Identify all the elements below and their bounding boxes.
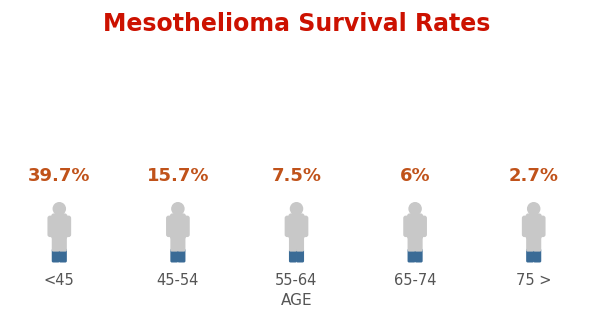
FancyBboxPatch shape [52,249,60,263]
FancyBboxPatch shape [536,216,546,237]
Circle shape [53,203,65,215]
FancyBboxPatch shape [170,235,178,252]
Circle shape [172,203,184,215]
FancyBboxPatch shape [285,216,294,237]
Circle shape [291,203,302,215]
FancyBboxPatch shape [296,235,304,252]
FancyBboxPatch shape [177,235,186,252]
FancyBboxPatch shape [180,216,190,237]
FancyBboxPatch shape [170,249,178,263]
FancyBboxPatch shape [407,235,416,252]
Text: <45: <45 [44,273,75,288]
Text: Mesothelioma Survival Rates: Mesothelioma Survival Rates [103,12,490,36]
FancyBboxPatch shape [533,235,541,252]
Circle shape [528,203,540,215]
FancyBboxPatch shape [52,235,60,252]
Text: 45-54: 45-54 [157,273,199,288]
Text: 2.7%: 2.7% [509,167,559,185]
FancyBboxPatch shape [170,213,186,239]
Text: 6%: 6% [400,167,431,185]
FancyBboxPatch shape [59,235,67,252]
FancyBboxPatch shape [526,249,534,263]
FancyBboxPatch shape [289,213,304,239]
FancyBboxPatch shape [299,216,308,237]
FancyBboxPatch shape [415,249,423,263]
FancyBboxPatch shape [177,249,186,263]
FancyBboxPatch shape [59,249,67,263]
FancyBboxPatch shape [289,249,297,263]
Text: 7.5%: 7.5% [272,167,321,185]
FancyBboxPatch shape [522,216,531,237]
FancyBboxPatch shape [289,235,297,252]
FancyBboxPatch shape [296,249,304,263]
Text: 39.7%: 39.7% [28,167,91,185]
FancyBboxPatch shape [526,213,541,239]
FancyBboxPatch shape [417,216,427,237]
Text: AGE: AGE [280,293,313,308]
FancyBboxPatch shape [403,216,413,237]
Circle shape [409,203,421,215]
FancyBboxPatch shape [47,216,57,237]
Text: 75 >: 75 > [516,273,551,288]
FancyBboxPatch shape [407,249,416,263]
FancyBboxPatch shape [533,249,541,263]
FancyBboxPatch shape [166,216,176,237]
Text: 55-64: 55-64 [275,273,318,288]
FancyBboxPatch shape [407,213,423,239]
FancyBboxPatch shape [52,213,67,239]
FancyBboxPatch shape [415,235,423,252]
FancyBboxPatch shape [62,216,71,237]
FancyBboxPatch shape [526,235,534,252]
Text: 15.7%: 15.7% [146,167,209,185]
Text: 65-74: 65-74 [394,273,436,288]
